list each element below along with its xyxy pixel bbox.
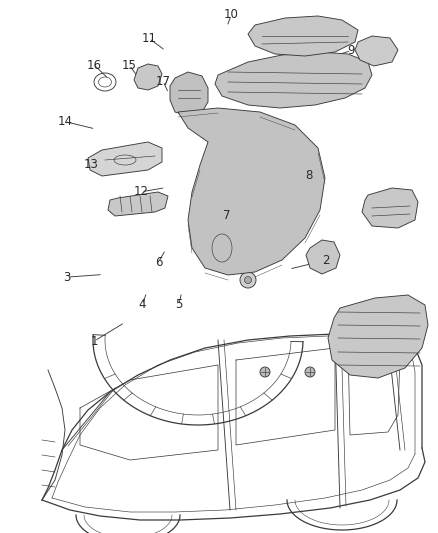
Text: 9: 9 [347,44,355,57]
Ellipse shape [240,272,256,288]
Polygon shape [88,142,162,176]
Polygon shape [205,215,242,272]
Text: 16: 16 [87,59,102,71]
Text: 4: 4 [138,298,146,311]
Text: 13: 13 [84,158,99,171]
Polygon shape [306,240,340,274]
Polygon shape [248,16,358,56]
Polygon shape [170,72,208,116]
Text: 5: 5 [175,298,182,311]
Polygon shape [328,295,428,378]
Polygon shape [178,108,325,275]
Text: 10: 10 [224,9,239,21]
Text: 7: 7 [223,209,231,222]
Text: 6: 6 [155,256,162,269]
Polygon shape [362,188,418,228]
Text: 12: 12 [134,185,148,198]
Polygon shape [355,36,398,66]
Text: 3: 3 [63,271,70,284]
Text: 17: 17 [155,75,170,87]
Ellipse shape [305,367,315,377]
Ellipse shape [260,367,270,377]
Polygon shape [215,52,372,108]
Ellipse shape [244,277,251,284]
Text: 15: 15 [122,59,137,71]
Text: 2: 2 [322,254,330,266]
Text: 8: 8 [305,169,312,182]
Text: 1: 1 [90,335,98,348]
Text: 14: 14 [57,115,72,128]
Polygon shape [108,192,168,216]
Polygon shape [134,64,162,90]
Text: 11: 11 [141,32,156,45]
